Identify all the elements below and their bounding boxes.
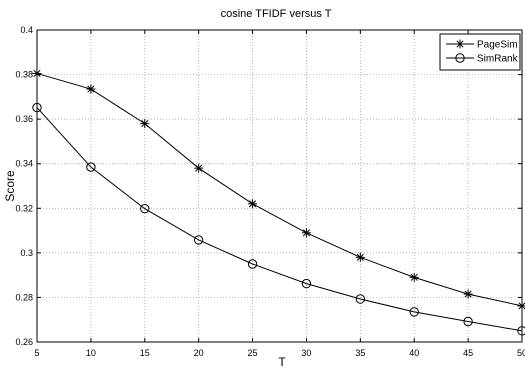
data-point-pagesim <box>463 289 473 299</box>
data-point-simrank <box>463 316 473 327</box>
data-point-simrank <box>140 204 150 214</box>
asterisk-stroke <box>356 253 364 261</box>
asterisk-stroke <box>33 69 41 78</box>
data-point-pagesim <box>86 84 96 94</box>
y-tick-label: 0.32 <box>15 203 33 213</box>
y-tick-label: 0.26 <box>15 337 33 347</box>
legend-marker-simrank <box>455 53 465 63</box>
y-tick-label: 0.34 <box>15 159 33 169</box>
asterisk-stroke <box>456 40 464 48</box>
data-point-pagesim <box>517 301 525 311</box>
x-tick-label: 50 <box>517 348 525 358</box>
data-point-simrank <box>409 307 419 317</box>
x-tick-label: 30 <box>301 348 311 358</box>
asterisk-stroke <box>410 273 418 281</box>
x-tick-label: 35 <box>355 348 365 358</box>
chart-title: cosine TFIDF versus T <box>221 8 332 20</box>
series-line-pagesim <box>36 72 523 307</box>
asterisk-stroke <box>141 120 149 128</box>
x-tick-label: 40 <box>409 348 419 358</box>
x-tick-label: 15 <box>140 348 150 358</box>
data-point-simrank <box>86 162 96 172</box>
legend-box <box>439 33 521 71</box>
series-line-simrank <box>36 107 523 332</box>
grid <box>37 30 522 342</box>
y-tick-label: 0.36 <box>15 114 33 124</box>
x-tick-label: 10 <box>86 348 96 358</box>
data-point-pagesim <box>409 272 419 282</box>
legend-label-pagesim: PageSim <box>477 40 518 51</box>
asterisk-stroke <box>464 290 472 298</box>
data-point-pagesim <box>194 163 204 173</box>
data-point-simrank <box>32 102 42 113</box>
y-axis-label: Score <box>3 170 17 202</box>
plot-area-frame <box>36 29 523 343</box>
data-point-simrank <box>247 259 258 269</box>
legend-marker-pagesim <box>455 39 465 49</box>
series-group <box>32 68 525 336</box>
x-tick-label: 25 <box>248 348 258 358</box>
asterisk-stroke <box>249 200 257 208</box>
x-tick-label: 45 <box>463 348 473 358</box>
data-point-simrank <box>193 235 204 245</box>
data-point-pagesim <box>32 68 42 78</box>
asterisk-stroke <box>87 85 95 93</box>
legend: PageSim SimRank <box>439 33 521 71</box>
axis-ticks: 5 10 15 20 25 30 35 40 45 50 0.26 0.28 0.3 0.32 0.34 0.… <box>15 25 525 358</box>
data-point-simrank <box>517 326 525 336</box>
y-tick-label: 0.4 <box>20 25 33 35</box>
x-tick-label: 20 <box>194 348 204 358</box>
asterisk-stroke <box>302 229 310 237</box>
legend-label-simrank: SimRank <box>477 54 519 65</box>
data-point-simrank <box>301 278 312 289</box>
y-tick-label: 0.28 <box>15 292 33 302</box>
data-point-simrank <box>355 294 366 304</box>
x-axis-label: T <box>278 355 286 369</box>
data-point-pagesim <box>355 252 365 262</box>
x-tick-label: 5 <box>34 348 39 358</box>
y-tick-label: 0.3 <box>20 248 33 258</box>
data-point-pagesim <box>301 228 311 238</box>
asterisk-stroke <box>195 164 203 172</box>
data-point-pagesim <box>140 119 150 129</box>
y-tick-label: 0.38 <box>15 70 33 80</box>
asterisk-stroke <box>518 302 525 310</box>
data-point-pagesim <box>248 199 258 209</box>
